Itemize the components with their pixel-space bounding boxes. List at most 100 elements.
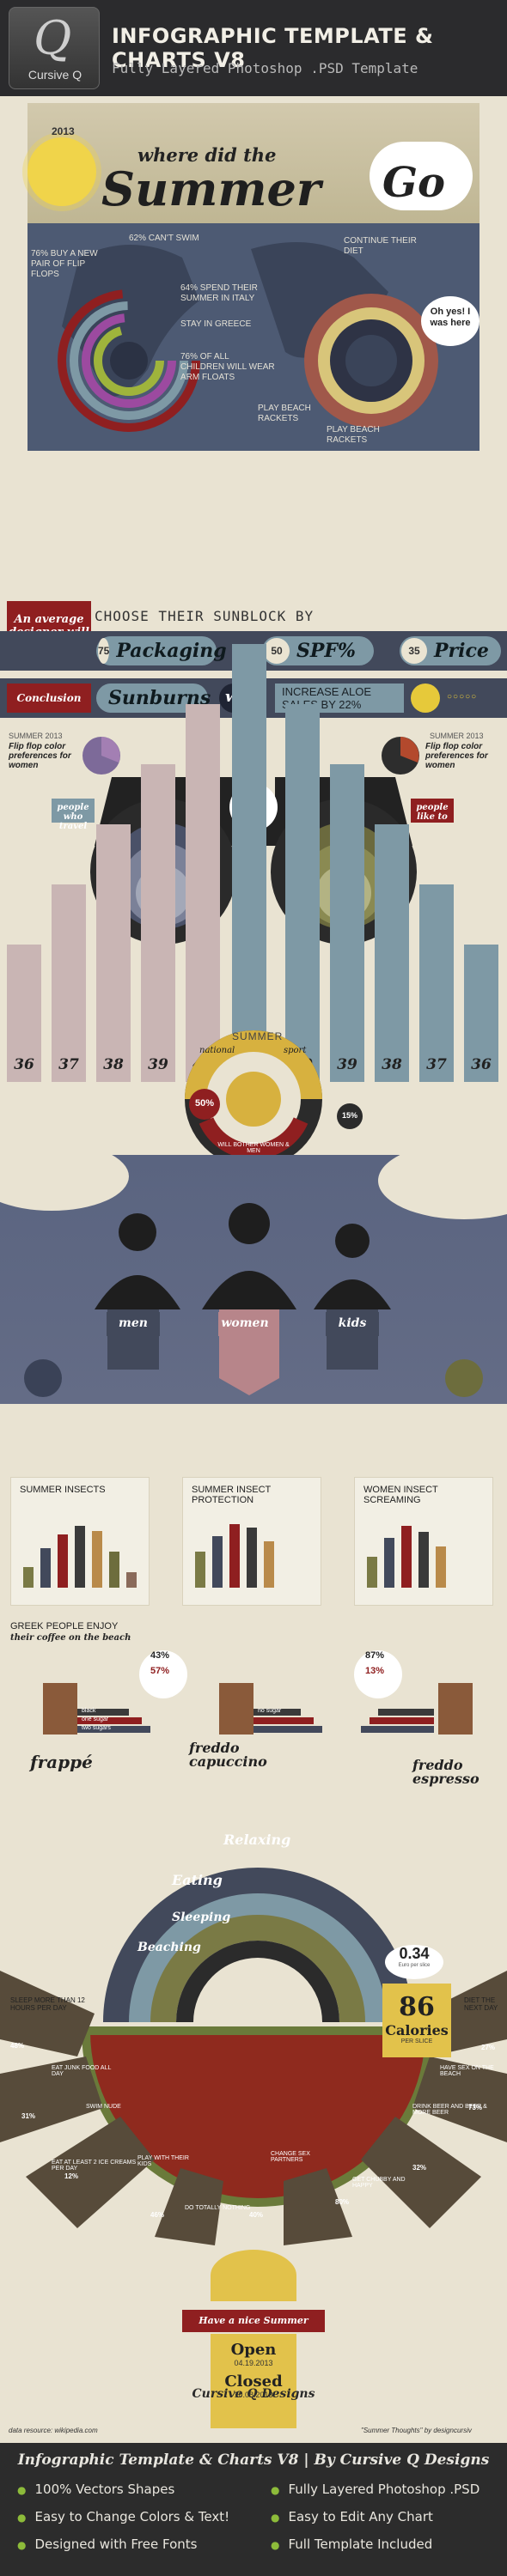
right-ring-chart (304, 294, 438, 428)
feature-item: Fully Layered Photoshop .PSD (271, 2482, 480, 2497)
activity-pct: 31% (21, 2112, 36, 2120)
ring-red (58, 289, 200, 432)
card-bar (436, 1546, 446, 1588)
coffee-pct: 87% (365, 1650, 385, 1661)
people-like-tag: people like to (411, 799, 454, 823)
closed-label: Closed (224, 2372, 283, 2391)
watermelon-rind (81, 2026, 435, 2207)
woman-body (202, 1271, 296, 1309)
flipflop-pies (82, 737, 419, 775)
cloud-icon (370, 142, 473, 210)
national-sport-chart (185, 1030, 322, 1168)
flipflop-bar-label: 37 (58, 1056, 79, 1073)
sport-label: sport (284, 1046, 307, 1055)
map-charts (58, 242, 438, 432)
cloud-icon (378, 1155, 507, 1219)
flipflop-bar-label: 38 (382, 1056, 402, 1073)
feature-item: Easy to Edit Any Chart (271, 2509, 480, 2524)
bother-arc (199, 1117, 308, 1160)
hero-title-go: Go (382, 159, 446, 207)
activity-pct: 48% (10, 2042, 25, 2050)
flipflop-bar (330, 764, 364, 1082)
man-body (95, 1275, 180, 1309)
legend-label: black (82, 1708, 96, 1714)
flipflop-bar (186, 704, 220, 1082)
activity-pct: 40% (249, 2211, 264, 2219)
watermelon-icon (86, 2031, 430, 2202)
data-resource: data resource: wikipedia.com (9, 2427, 98, 2434)
freddo-espresso-label: freddo espresso (412, 1757, 480, 1787)
flipflop-year-left: SUMMER 2013 (9, 732, 63, 740)
logo: Q Cursive Q (9, 7, 100, 89)
ray-shape (412, 2057, 507, 2142)
palm-tree-icon (211, 2250, 296, 2301)
activity-note: DO TOTALLY NOTHING (185, 2205, 251, 2211)
oh-yes-bubble: Oh yes! I was here (421, 296, 480, 346)
activity-note: EAT AT LEAST 2 ICE CREAMS PER DAY (52, 2160, 137, 2172)
price-value: 0.34 (399, 1945, 430, 1962)
card-bar (92, 1531, 102, 1588)
pct-cloud-icon (139, 1650, 187, 1698)
card-title: SUMMER insects (20, 1485, 106, 1495)
legend-label: one sugar (82, 1716, 109, 1722)
card-insect-protection: SUMMER insect protection (182, 1477, 321, 1606)
map-label: 76% buy a new pair of flip flops (31, 249, 98, 279)
card-bar (418, 1532, 429, 1588)
ray-shape (284, 2168, 352, 2245)
sunblock-price: 35 Price (400, 636, 501, 665)
card-bar (126, 1572, 137, 1588)
ray-shape (0, 1971, 95, 2057)
price-label: Price (434, 640, 489, 662)
frappe-label: frappé (30, 1752, 93, 1772)
flipflop-bar (464, 945, 498, 1082)
flipflop-bar (419, 884, 454, 1082)
legend-bar (254, 1726, 322, 1733)
summer-label: SUMMER (232, 1030, 284, 1042)
arc-label-eating: Eating (172, 1872, 223, 1888)
map-label: continue their diet (344, 236, 417, 256)
card-bar (229, 1523, 240, 1588)
summer-thoughts: "Summer Thoughts" by designcursiv (361, 2427, 472, 2434)
coffee-pct: 57% (150, 1666, 170, 1676)
footer-features-left: 100% Vectors Shapes Easy to Change Color… (17, 2482, 229, 2552)
arc-sleeping (150, 1915, 365, 2023)
card-bar (384, 1538, 394, 1588)
page-title: INFOGRAPHIC TEMPLATE & CHARTS V8 (112, 24, 434, 72)
people-travel-tag: people who travel (52, 799, 95, 831)
feature-item: Easy to Change Colors & Text! (17, 2509, 229, 2524)
arc-eating (129, 1893, 387, 2023)
choose-sunblock-title: CHOOSE THEIR SUNBLOCK BY (95, 608, 315, 624)
ring-green (94, 325, 164, 396)
woman-silhouette-icon (229, 1203, 270, 1244)
hero-title-where: where did the (137, 144, 277, 166)
flipflop-bar (7, 945, 41, 1082)
calories-sub: PER SLICE (400, 2038, 433, 2044)
flipflop-bar (375, 824, 409, 1082)
flipflop-title-left: Flip flop color preferences for women (9, 742, 71, 770)
flipflop-year-right: SUMMER 2013 (430, 732, 484, 740)
card-chart (355, 1478, 494, 1607)
open-date: 04.19.2013 (234, 2359, 273, 2367)
card-bar (23, 1567, 34, 1588)
card-bar (109, 1552, 119, 1588)
coffee-pct: 43% (150, 1650, 170, 1661)
card-bar (247, 1528, 257, 1588)
ray-shape (361, 2117, 481, 2228)
legend-bar (254, 1709, 301, 1716)
kids-label: kids (326, 1312, 379, 1336)
freddo-capuccino-label: freddo capuccino (189, 1740, 267, 1770)
activity-pct: 32% (412, 2164, 427, 2172)
packaging-label: Packaging (116, 640, 227, 662)
map-label: play beach rackets (327, 425, 380, 445)
arc-label-sleeping: Sleeping (172, 1911, 231, 1924)
coffee-intro-1: GREEK PEOPLE ENJOY (10, 1621, 119, 1631)
calories-badge: 86 Calories PER SLICE (382, 1984, 451, 2057)
legend-label: two sugars (82, 1725, 111, 1731)
legend-bar (361, 1726, 434, 1733)
flipflop-bar (96, 824, 131, 1082)
map-label: 76% of all children will wear arm floats (180, 352, 275, 382)
card-bar (367, 1557, 377, 1588)
spf-score: 50 (264, 638, 290, 664)
page-subtitle: Fully Layered Photoshop .PSD Template (112, 60, 418, 76)
activity-note: PLAY WITH THEIR KIDS (137, 2155, 189, 2167)
